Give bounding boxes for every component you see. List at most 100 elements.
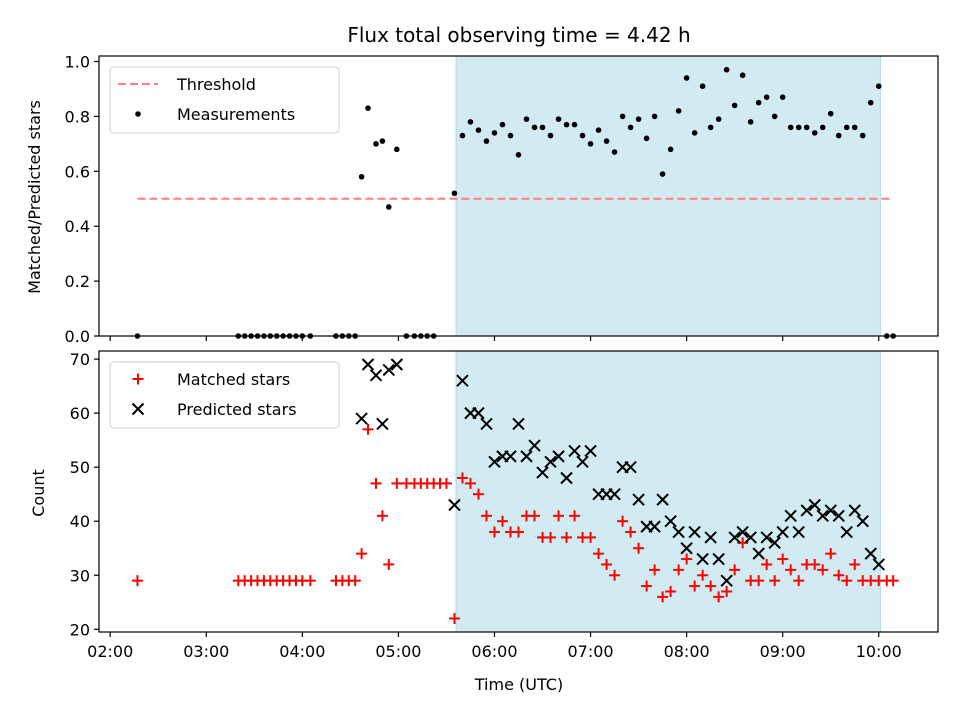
top-measurement-point <box>763 94 770 100</box>
top-measurement-point <box>595 127 602 133</box>
bottom-matched-point <box>370 477 382 489</box>
bottom-predicted-point <box>864 547 877 560</box>
top-measurement-point <box>386 204 392 210</box>
top-measurement-point <box>515 152 522 158</box>
bottom-matched-point <box>841 575 853 587</box>
x-stroke <box>632 493 645 506</box>
bottom-predicted-point <box>664 515 677 528</box>
x-stroke <box>382 363 396 377</box>
top-measurement-point <box>867 99 874 106</box>
bottom-matched-point <box>561 531 573 543</box>
top-measurement-point <box>611 149 618 155</box>
bottom-predicted-point <box>672 525 685 539</box>
bottom-predicted-point <box>544 455 557 468</box>
bottom-predicted-point <box>520 450 533 463</box>
bottom-y-tick-label: 20 <box>70 620 90 639</box>
top-measurement-point <box>467 119 474 125</box>
top-y-axis-label: Matched/Predicted stars <box>25 100 44 294</box>
bottom-matched-point <box>464 477 476 489</box>
top-measurement-point <box>373 141 379 147</box>
x-stroke <box>704 531 717 544</box>
x-stroke <box>832 509 845 523</box>
bottom-matched-point <box>131 575 143 587</box>
bottom-predicted-point <box>824 504 837 517</box>
top-measurement-point <box>691 130 698 136</box>
bottom-predicted-point <box>840 525 853 539</box>
bottom-predicted-point <box>816 509 829 523</box>
bottom-x-tick-label: 08:00 <box>664 642 710 661</box>
top-measurement-point <box>483 138 490 144</box>
bottom-predicted-point <box>736 525 749 539</box>
bottom-predicted-point <box>760 531 773 544</box>
x-stroke <box>872 558 885 571</box>
bottom-matched-point <box>480 510 492 522</box>
bottom-predicted-point <box>456 374 469 387</box>
top-measurement-point <box>707 124 714 131</box>
bottom-matched-point <box>887 575 899 587</box>
top-measurement-point <box>659 171 666 177</box>
x-stroke <box>768 536 781 550</box>
x-stroke <box>736 525 749 539</box>
top-shaded-region <box>456 56 881 336</box>
bottom-matched-point <box>817 564 829 576</box>
top-measurement-point <box>571 121 578 128</box>
top-measurement-point <box>683 75 690 81</box>
bottom-predicted-point <box>712 552 725 566</box>
bottom-matched-point <box>383 558 395 570</box>
bottom-x-tick-label: 09:00 <box>760 642 806 661</box>
top-measurement-point <box>499 121 506 128</box>
bottom-matched-point <box>649 564 661 576</box>
bottom-predicted-point <box>448 498 461 512</box>
bottom-matched-point <box>761 558 773 570</box>
top-measurement-point <box>365 105 371 111</box>
x-stroke <box>688 525 701 539</box>
bottom-legend-label: Matched stars <box>177 370 290 389</box>
x-stroke <box>355 412 368 425</box>
bottom-predicted-point <box>728 531 741 544</box>
top-measurement-point <box>835 132 842 139</box>
bottom-matched-point <box>601 558 613 570</box>
bottom-matched-point <box>391 477 403 489</box>
bottom-matched-point <box>440 477 452 489</box>
bottom-predicted-point <box>704 531 717 544</box>
bottom-matched-point <box>529 510 541 522</box>
bottom-matched-point <box>362 423 374 435</box>
x-axis-label: Time (UTC) <box>474 675 563 694</box>
top-measurement-point <box>539 124 546 131</box>
top-measurement-point <box>651 113 658 120</box>
x-stroke <box>720 574 733 587</box>
bottom-predicted-point <box>528 439 541 452</box>
chart-title: Flux total observing time = 4.42 h <box>347 23 690 47</box>
bottom-predicted-point <box>480 417 493 431</box>
top-measurement-point <box>667 146 674 153</box>
top-y-tick-label: 0.0 <box>65 327 90 346</box>
bottom-predicted-point <box>536 466 549 479</box>
bottom-y-axis-label: Count <box>29 469 48 517</box>
x-stroke <box>552 450 565 463</box>
top-y-tick-label: 0.2 <box>65 272 90 291</box>
x-stroke <box>576 455 589 468</box>
x-stroke <box>840 525 853 539</box>
top-measurement-point <box>394 146 400 153</box>
bottom-x-tick-label: 03:00 <box>183 642 229 661</box>
x-stroke <box>744 531 757 544</box>
bottom-predicted-point <box>382 363 396 377</box>
bottom-predicted-point <box>512 417 525 431</box>
x-stroke <box>560 471 573 485</box>
bottom-predicted-point <box>472 406 485 420</box>
bottom-matched-point <box>753 575 765 587</box>
top-legend-label: Threshold <box>176 75 256 94</box>
bottom-x-tick-label: 04:00 <box>279 642 325 661</box>
top-axes-frame <box>98 55 939 337</box>
bottom-matched-point <box>488 526 500 538</box>
x-stroke <box>448 498 461 512</box>
bottom-matched-point <box>456 472 468 484</box>
bottom-matched-point <box>496 515 508 527</box>
bottom-matched-point <box>553 510 565 522</box>
bottom-axes-frame <box>98 350 939 633</box>
bottom-matched-point <box>689 580 701 592</box>
top-measurement-point <box>827 110 834 117</box>
bottom-matched-point <box>633 542 645 554</box>
bottom-matched-point <box>769 575 781 587</box>
top-measurement-point <box>507 132 514 139</box>
